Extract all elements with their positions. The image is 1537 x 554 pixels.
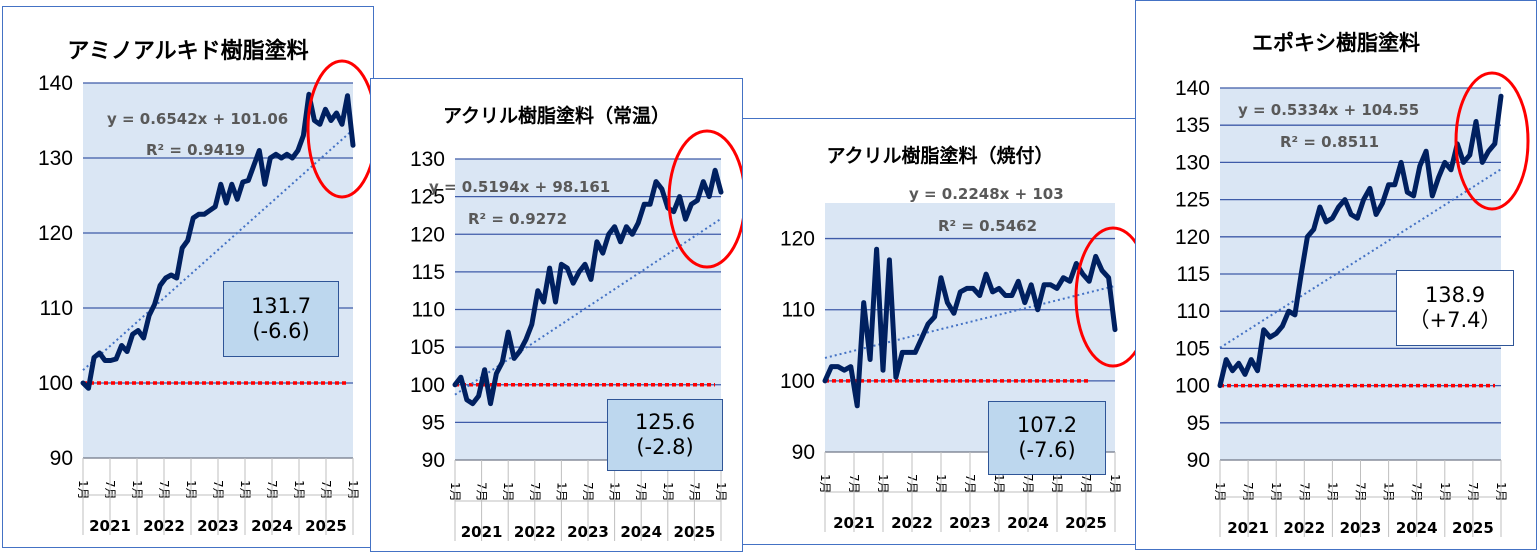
y-tick-label: 110 xyxy=(1177,300,1210,323)
y-tick-label: 90 xyxy=(50,447,73,470)
callout-change: （+7.4） xyxy=(1408,308,1502,332)
y-tick-label: 110 xyxy=(412,299,445,322)
trend-line xyxy=(1219,168,1502,349)
year-label: 2023 xyxy=(1340,519,1382,537)
r-squared: R² = 0.8511 xyxy=(1280,133,1379,151)
year-label: 2023 xyxy=(567,523,609,541)
y-tick-label: 100 xyxy=(780,370,815,393)
chart-title: エポキシ樹脂塗料 xyxy=(1252,31,1420,55)
panel-acrylic-ambient: 90 95 100 105 110 115 120 125 130 y = 0.5194x + 9… xyxy=(370,78,747,552)
year-label: 2023 xyxy=(949,514,991,532)
callout-change: (-7.6) xyxy=(1018,438,1076,462)
highlight-ellipse xyxy=(1454,71,1530,211)
year-label: 2022 xyxy=(143,517,185,535)
y-tick-label: 95 xyxy=(1187,412,1210,435)
y-tick-label: 125 xyxy=(1175,189,1210,212)
trend-equation: y = 0.5194x + 98.161 xyxy=(429,178,610,196)
y-tick-label: 115 xyxy=(412,261,445,284)
y-tick-label: 95 xyxy=(422,411,445,434)
year-label: 2022 xyxy=(891,514,933,532)
year-label: 2024 xyxy=(620,523,662,541)
y-tick-label: 120 xyxy=(410,223,445,246)
y-tick-label: 115 xyxy=(1177,263,1210,286)
y-tick-label: 90 xyxy=(1187,449,1210,472)
r-squared: R² = 0.9272 xyxy=(468,210,567,228)
panel-epoxy: 90 95 100 105 110 115 120 125 130 135 140 y = 0.533… xyxy=(1135,0,1537,550)
trend-equation: y = 0.6542x + 101.06 xyxy=(107,110,288,128)
year-label: 2022 xyxy=(1283,519,1325,537)
year-label: 2022 xyxy=(514,523,556,541)
callout-value: 131.7 xyxy=(250,293,312,318)
y-tick-label: 110 xyxy=(40,297,73,320)
year-label: 2021 xyxy=(1227,519,1269,537)
series-line xyxy=(1217,93,1504,389)
value-callout: 107.2 (-7.6) xyxy=(988,401,1106,475)
year-label: 2025 xyxy=(1065,514,1107,532)
y-tick-label: 125 xyxy=(410,186,445,209)
callout-change: (-2.8) xyxy=(636,435,694,459)
chart-acrylic-ambient: 90 95 100 105 110 115 120 125 130 y = 0.5194x + 9… xyxy=(410,129,747,541)
callout-value: 138.9 xyxy=(1424,282,1486,307)
series-line xyxy=(80,91,356,391)
trend-equation: y = 0.5334x + 104.55 xyxy=(1238,101,1419,119)
y-tick-label: 130 xyxy=(410,148,445,171)
y-tick-label: 90 xyxy=(792,441,815,464)
chart-title: アクリル樹脂塗料（常温） xyxy=(442,105,671,127)
y-tick-label: 120 xyxy=(780,228,815,251)
chart-title: アクリル樹脂塗料（焼付） xyxy=(826,145,1054,167)
chart-amino-alkyd: 90 100 110 120 130 140 y = 0.6542x + 101.06 R² … xyxy=(38,59,378,535)
y-tick-label: 120 xyxy=(38,222,73,245)
callout-value: 125.6 xyxy=(634,409,696,434)
y-tick-label: 140 xyxy=(1175,77,1210,100)
value-callout: 138.9 （+7.4） xyxy=(1396,270,1514,346)
year-label: 2023 xyxy=(197,517,239,535)
year-label: 2024 xyxy=(1007,514,1049,532)
year-label: 2021 xyxy=(833,514,875,532)
y-tick-label: 130 xyxy=(38,147,73,170)
chart-acrylic-baked: 90 100 110 120 y = 0.2248x + 103 R² = 0.5462 1… xyxy=(780,185,1152,532)
y-tick-label: 105 xyxy=(410,336,445,359)
y-tick-label: 100 xyxy=(410,374,445,397)
callout-change: (-6.6) xyxy=(252,319,310,343)
series-line xyxy=(452,167,724,407)
y-tick-label: 140 xyxy=(38,72,73,95)
y-tick-label: 90 xyxy=(422,449,445,472)
r-squared: R² = 0.9419 xyxy=(146,141,245,159)
y-tick-label: 135 xyxy=(1175,114,1210,137)
year-label: 2024 xyxy=(251,517,293,535)
trend-line xyxy=(454,217,722,396)
y-tick-label: 120 xyxy=(1175,226,1210,249)
r-squared: R² = 0.5462 xyxy=(938,217,1037,235)
series-line xyxy=(822,246,1118,409)
value-callout: 131.7 (-6.6) xyxy=(223,281,339,357)
y-tick-label: 100 xyxy=(1175,375,1210,398)
callout-value: 107.2 xyxy=(1016,412,1078,437)
year-label: 2025 xyxy=(305,517,347,535)
year-label: 2024 xyxy=(1396,519,1438,537)
year-label: 2021 xyxy=(89,517,131,535)
chart-title: アミノアルキド樹脂塗料 xyxy=(67,39,309,64)
plot-area xyxy=(83,83,353,458)
value-callout: 125.6 (-2.8) xyxy=(607,399,723,471)
y-tick-label: 130 xyxy=(1175,151,1210,174)
panel-amino-alkyd: 90 100 110 120 130 140 y = 0.6542x + 101.06 R² … xyxy=(2,6,378,548)
trend-equation: y = 0.2248x + 103 xyxy=(909,185,1064,203)
y-tick-label: 105 xyxy=(1175,337,1210,360)
year-label: 2021 xyxy=(461,523,503,541)
chart-epoxy: 90 95 100 105 110 115 120 125 130 135 140 y = 0.533… xyxy=(1175,71,1530,537)
trend-line xyxy=(82,128,354,371)
panel-acrylic-baked: 90 100 110 120 y = 0.2248x + 103 R² = 0.5462 1… xyxy=(742,118,1152,545)
y-tick-label: 110 xyxy=(782,299,815,322)
year-label: 2025 xyxy=(1452,519,1494,537)
y-tick-label: 100 xyxy=(38,372,73,395)
year-label: 2025 xyxy=(674,523,716,541)
